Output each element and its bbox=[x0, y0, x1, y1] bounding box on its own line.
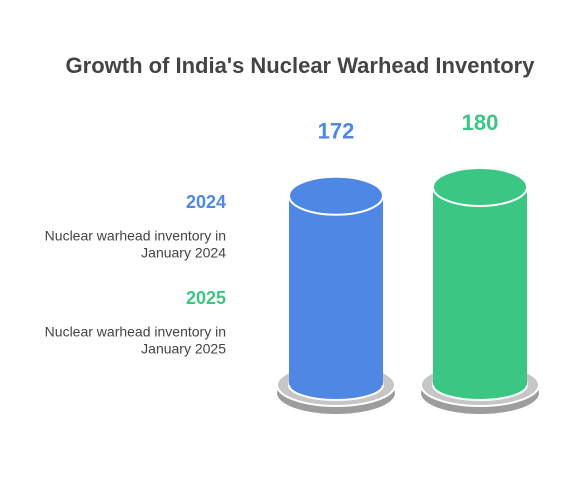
cylinder-top bbox=[288, 175, 384, 216]
value-label: 172 bbox=[318, 119, 355, 144]
value-label: 180 bbox=[462, 110, 499, 135]
category-description: Nuclear warhead inventory in bbox=[45, 324, 226, 340]
category-description: January 2025 bbox=[141, 341, 226, 357]
cylinder-body bbox=[289, 195, 383, 385]
category-label: 2025 bbox=[186, 288, 226, 308]
category-description: January 2024 bbox=[141, 245, 226, 261]
cylinder-top bbox=[432, 167, 528, 207]
cylinder-body bbox=[433, 187, 527, 385]
category-label: 2024 bbox=[186, 192, 226, 212]
chart-title: Growth of India's Nuclear Warhead Invent… bbox=[66, 53, 536, 78]
category-description: Nuclear warhead inventory in bbox=[45, 228, 226, 244]
